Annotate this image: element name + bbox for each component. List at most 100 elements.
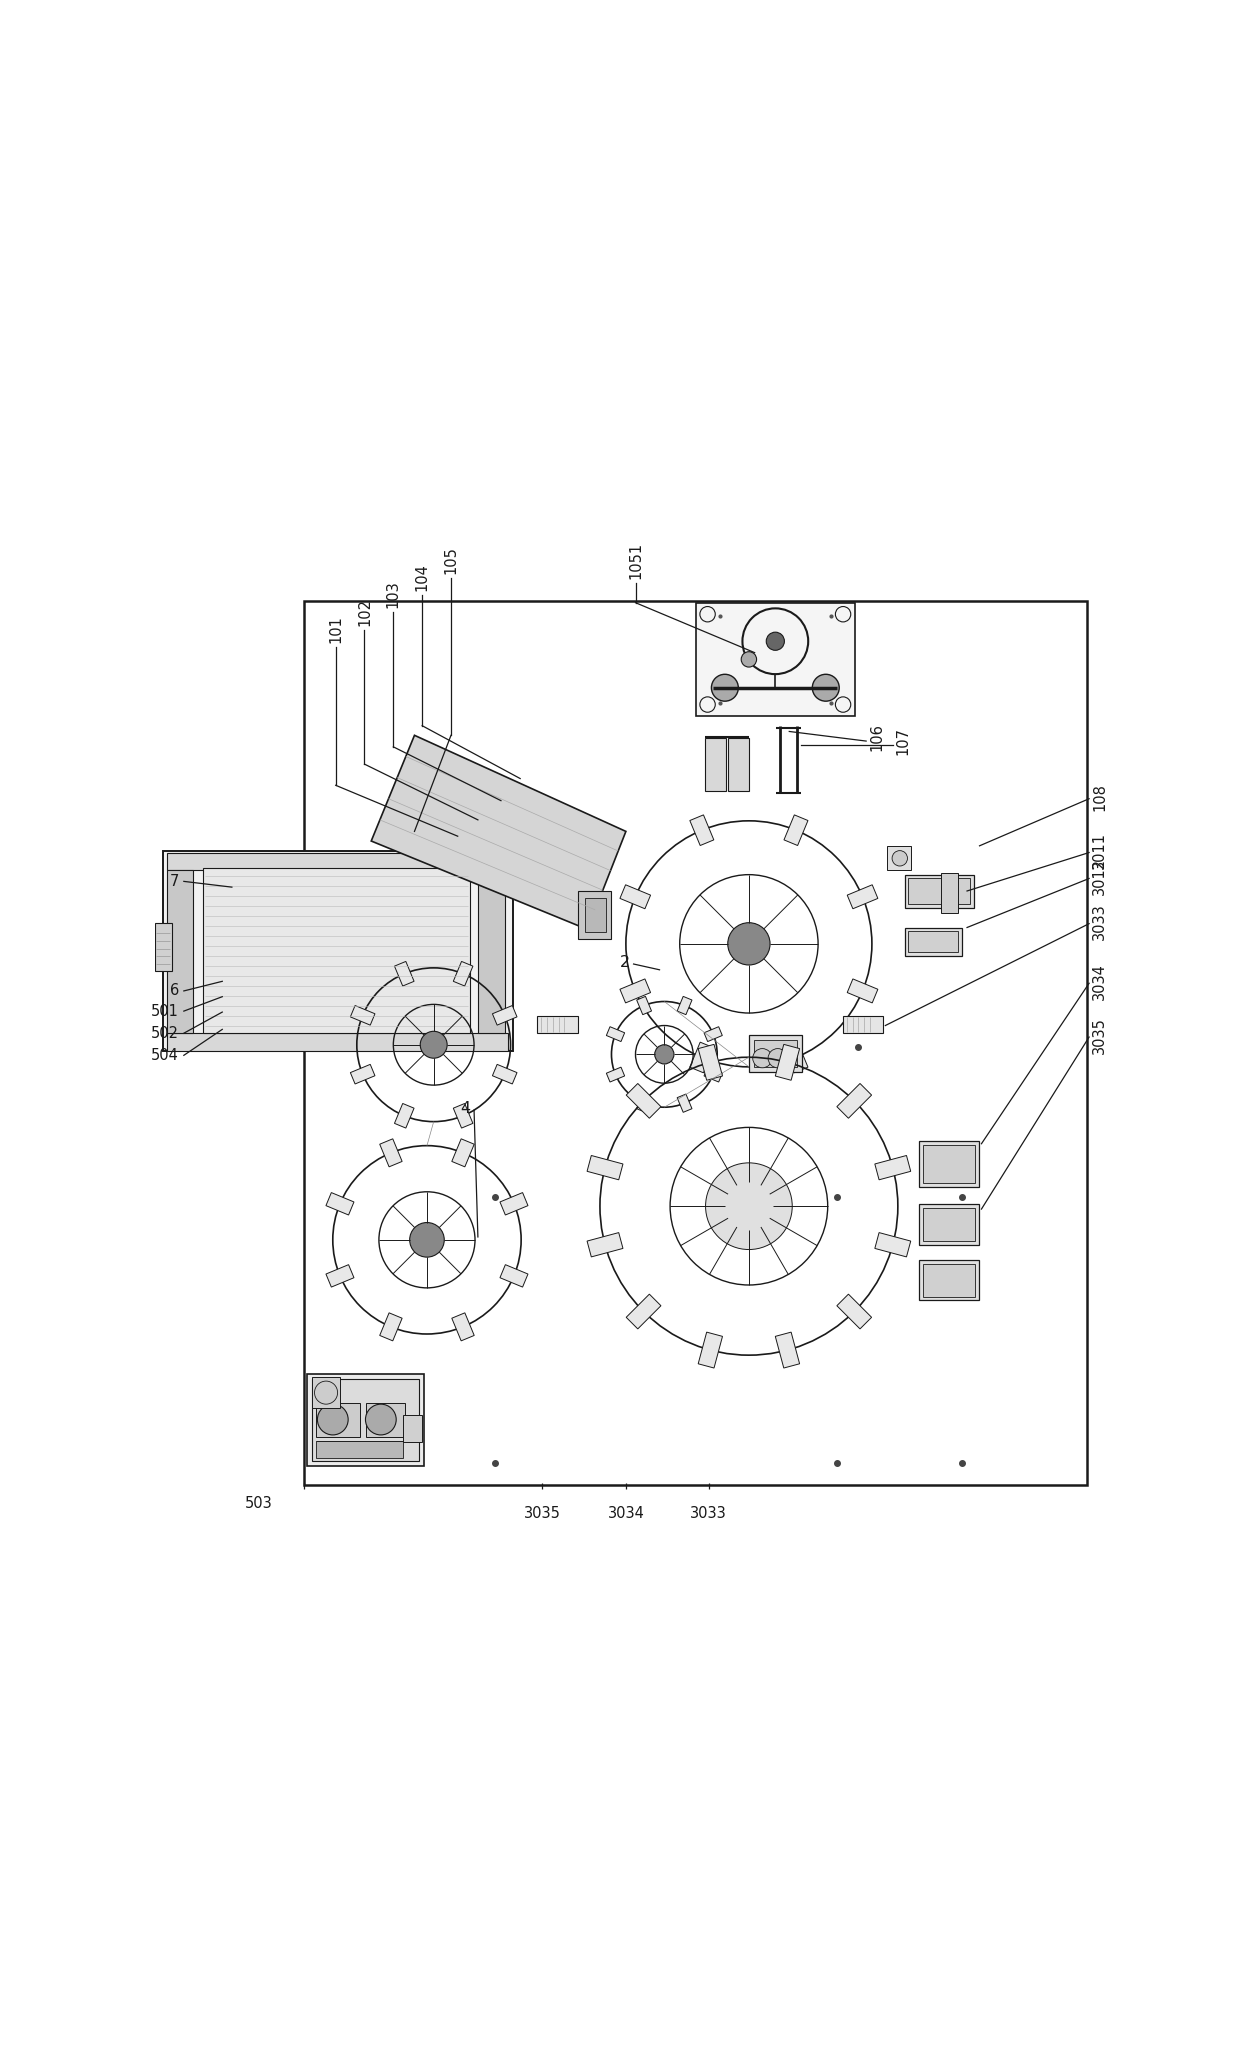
Polygon shape bbox=[351, 1006, 374, 1024]
Bar bbox=[909, 878, 970, 904]
Text: 3012: 3012 bbox=[1092, 859, 1107, 894]
Circle shape bbox=[766, 632, 785, 650]
Bar bbox=[403, 1415, 422, 1441]
Bar bbox=[316, 1404, 360, 1437]
Circle shape bbox=[420, 1030, 448, 1057]
Polygon shape bbox=[636, 1094, 651, 1113]
Circle shape bbox=[706, 1163, 792, 1249]
Polygon shape bbox=[636, 997, 651, 1014]
Polygon shape bbox=[326, 1194, 353, 1214]
Polygon shape bbox=[784, 1043, 808, 1074]
Polygon shape bbox=[606, 1068, 625, 1082]
Polygon shape bbox=[451, 1313, 474, 1340]
Bar bbox=[909, 931, 959, 952]
Polygon shape bbox=[775, 1332, 800, 1367]
Circle shape bbox=[712, 675, 738, 702]
Polygon shape bbox=[698, 1332, 723, 1367]
Polygon shape bbox=[837, 1295, 872, 1330]
Circle shape bbox=[317, 1404, 348, 1435]
Bar bbox=[941, 873, 959, 913]
Text: 3033: 3033 bbox=[691, 1505, 727, 1522]
Text: 106: 106 bbox=[869, 723, 884, 752]
Bar bbox=[306, 1375, 424, 1466]
Polygon shape bbox=[587, 1156, 622, 1179]
Bar bbox=[537, 1016, 578, 1032]
Polygon shape bbox=[620, 884, 651, 909]
Bar bbox=[923, 1264, 975, 1297]
Polygon shape bbox=[379, 1313, 402, 1340]
Text: 108: 108 bbox=[1092, 783, 1107, 812]
Bar bbox=[155, 923, 172, 971]
Text: 3034: 3034 bbox=[1092, 962, 1107, 999]
Polygon shape bbox=[492, 1006, 517, 1024]
Bar bbox=[584, 898, 605, 931]
Polygon shape bbox=[626, 1084, 661, 1119]
Bar bbox=[166, 1032, 507, 1051]
Polygon shape bbox=[677, 1094, 692, 1113]
Circle shape bbox=[812, 675, 839, 702]
Text: 501: 501 bbox=[151, 1004, 179, 1018]
Bar bbox=[311, 1379, 419, 1460]
Polygon shape bbox=[451, 1138, 474, 1167]
Text: 101: 101 bbox=[329, 615, 343, 642]
Bar bbox=[919, 1260, 978, 1301]
Circle shape bbox=[315, 1381, 337, 1404]
Bar bbox=[696, 603, 854, 717]
Polygon shape bbox=[351, 1063, 374, 1084]
Polygon shape bbox=[626, 1295, 661, 1330]
Circle shape bbox=[366, 1404, 397, 1435]
Text: 504: 504 bbox=[151, 1047, 179, 1063]
Polygon shape bbox=[492, 1063, 517, 1084]
Polygon shape bbox=[454, 962, 472, 985]
Text: 6: 6 bbox=[170, 983, 179, 999]
Circle shape bbox=[753, 1049, 773, 1068]
Polygon shape bbox=[620, 979, 651, 1004]
Bar bbox=[166, 853, 507, 869]
Text: 7: 7 bbox=[170, 873, 179, 888]
Text: 105: 105 bbox=[444, 545, 459, 574]
Polygon shape bbox=[677, 997, 692, 1014]
Polygon shape bbox=[500, 1194, 528, 1214]
Bar bbox=[749, 1035, 802, 1072]
Bar bbox=[203, 867, 470, 1032]
Text: 3035: 3035 bbox=[1092, 1016, 1107, 1053]
Bar bbox=[754, 1041, 797, 1068]
Bar bbox=[905, 876, 973, 909]
Polygon shape bbox=[371, 735, 626, 929]
Bar bbox=[843, 1016, 883, 1032]
Bar bbox=[919, 1140, 978, 1187]
Circle shape bbox=[409, 1222, 444, 1258]
Text: 3011: 3011 bbox=[1092, 832, 1107, 869]
Polygon shape bbox=[704, 1068, 723, 1082]
Text: 102: 102 bbox=[357, 597, 372, 626]
Bar bbox=[162, 851, 513, 1051]
Polygon shape bbox=[784, 816, 808, 845]
Bar bbox=[923, 1144, 975, 1183]
Polygon shape bbox=[379, 1138, 402, 1167]
Bar bbox=[578, 890, 611, 940]
Polygon shape bbox=[875, 1233, 910, 1258]
Circle shape bbox=[892, 851, 908, 865]
Bar bbox=[477, 869, 505, 1032]
Polygon shape bbox=[500, 1264, 528, 1286]
Circle shape bbox=[725, 1181, 773, 1231]
Text: 3033: 3033 bbox=[1092, 902, 1107, 940]
Text: 103: 103 bbox=[386, 580, 401, 609]
Bar bbox=[316, 1441, 403, 1458]
Polygon shape bbox=[875, 1156, 910, 1179]
Polygon shape bbox=[587, 1233, 622, 1258]
Bar bbox=[304, 601, 1087, 1485]
Polygon shape bbox=[689, 816, 714, 845]
Polygon shape bbox=[394, 962, 414, 985]
Polygon shape bbox=[689, 1043, 714, 1074]
Text: 107: 107 bbox=[897, 727, 911, 756]
Text: 3035: 3035 bbox=[523, 1505, 560, 1522]
Bar bbox=[905, 927, 962, 956]
Polygon shape bbox=[326, 1264, 353, 1286]
Text: 502: 502 bbox=[151, 1026, 179, 1041]
Text: 503: 503 bbox=[246, 1497, 273, 1512]
Polygon shape bbox=[847, 979, 878, 1004]
Circle shape bbox=[655, 1045, 675, 1063]
Polygon shape bbox=[837, 1084, 872, 1119]
Text: 1051: 1051 bbox=[627, 541, 644, 578]
